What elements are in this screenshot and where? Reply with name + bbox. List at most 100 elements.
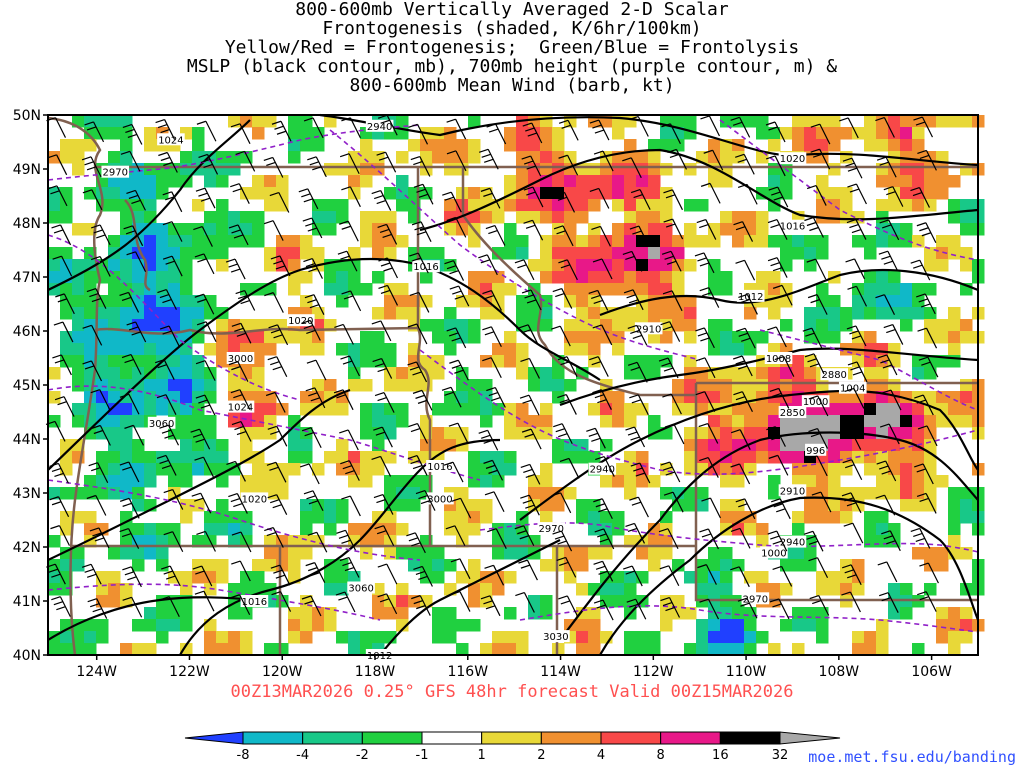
wind-barb (162, 191, 183, 213)
wind-barb (442, 191, 462, 213)
wind-barb (732, 355, 753, 377)
wind-barb (81, 156, 102, 178)
wind-barb (919, 562, 939, 584)
wind-barb (627, 324, 648, 346)
wind-barb (881, 530, 901, 552)
wind-barb (662, 290, 683, 312)
height-label: 3000 (427, 494, 452, 505)
wind-barb (270, 255, 291, 277)
wind-barb (269, 191, 290, 213)
wind-barb (231, 322, 252, 344)
wind-barb (86, 288, 107, 309)
frontogenesis-shading (48, 115, 985, 656)
mslp-label-bg (157, 133, 185, 146)
wind-barb (299, 463, 320, 485)
wind-barb (446, 118, 467, 140)
wind-barb (877, 561, 898, 583)
wind-barb (876, 460, 897, 482)
wind-barb (376, 151, 397, 173)
lat-label: 50N (13, 108, 41, 124)
lon-label: 108W (819, 664, 860, 680)
colorbar-box (242, 731, 304, 745)
wind-barb (231, 560, 251, 582)
wind-barb (378, 257, 399, 279)
height-label: 3060 (348, 584, 373, 595)
wind-barb (449, 285, 470, 307)
colorbar-label: -1 (416, 748, 429, 763)
wind-barb (877, 354, 898, 376)
wind-barb (738, 293, 758, 315)
colorbar-label: -2 (356, 748, 369, 763)
wind-barb (699, 457, 719, 478)
wind-barb (591, 225, 611, 247)
wind-barb (586, 427, 606, 449)
lon-label: 114W (540, 664, 581, 680)
wind-barb (408, 422, 429, 444)
lon-label: 122W (169, 664, 210, 680)
wind-barb (592, 258, 613, 280)
colorbar-box (361, 731, 423, 745)
wind-barb (451, 497, 472, 519)
wind-barb (700, 182, 721, 204)
wind-barb (520, 357, 540, 379)
wind-barb (51, 224, 72, 246)
height-label-bg (426, 492, 454, 505)
wind-barb (810, 148, 831, 170)
height-label: 2850 (780, 408, 805, 419)
wind-barb (231, 420, 252, 442)
wind-barb (847, 183, 867, 205)
wind-barb (194, 456, 215, 478)
wind-barb (225, 258, 246, 280)
wind-barb (190, 428, 211, 450)
wind-barb (622, 157, 642, 179)
wind-barb (228, 492, 248, 514)
wind-barb (340, 355, 361, 377)
wind-barb (122, 596, 143, 618)
wind-barb (53, 321, 74, 343)
mslp-label-bg (805, 443, 827, 456)
border-id-mt (461, 167, 696, 397)
wind-barb (518, 559, 538, 581)
height-label: 2970 (743, 594, 768, 605)
wind-barb (695, 391, 716, 412)
wind-barb (658, 528, 679, 549)
wind-barb (515, 591, 535, 613)
wind-barb (88, 462, 109, 484)
colorbar-box (600, 731, 662, 745)
wind-barb (443, 461, 464, 483)
wind-barb (552, 530, 573, 552)
colorbar-box (540, 731, 602, 745)
title-line-4: MSLP (black contour, mb), 700mb height (… (186, 56, 838, 77)
lon-label: 112W (633, 664, 674, 680)
credit-url[interactable]: moe.met.fsu.edu/banding (808, 748, 1016, 766)
wind-barb (663, 491, 684, 513)
colorbar-label: 1 (478, 748, 486, 763)
wind-barb (592, 324, 613, 346)
wind-barb (446, 150, 467, 172)
wind-barb (844, 387, 865, 409)
wind-barb (627, 361, 648, 383)
wind-barb (126, 321, 147, 343)
wind-barb (879, 219, 900, 241)
wind-barb (661, 123, 681, 145)
wind-barb (377, 223, 398, 245)
wind-barb (694, 252, 715, 274)
wind-barb (84, 121, 105, 143)
wind-barb (265, 391, 286, 413)
wind-barb (659, 565, 680, 587)
wind-barb (772, 565, 793, 587)
wind-barb (767, 257, 788, 278)
wind-barb (373, 494, 394, 515)
wind-barb (122, 123, 143, 145)
height-label: 2940 (367, 122, 392, 133)
wind-barb (378, 284, 399, 306)
wind-barb (305, 562, 326, 583)
mslp-label: 1000 (761, 548, 786, 559)
wind-barb (842, 459, 863, 481)
wind-barb (807, 455, 828, 477)
wind-barb (514, 525, 535, 547)
wind-barb (339, 429, 359, 451)
wind-barb (123, 225, 144, 247)
wind-barb (519, 394, 540, 416)
height-label: 2970 (539, 524, 564, 535)
